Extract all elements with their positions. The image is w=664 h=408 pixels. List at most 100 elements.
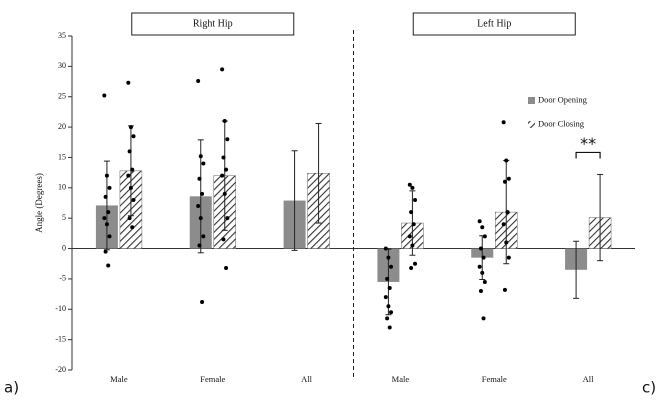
y-axis-label: Angle (Degrees): [34, 173, 44, 233]
data-point: [389, 264, 394, 269]
data-point: [224, 167, 229, 172]
data-point: [103, 194, 108, 199]
x-tick-label: Female: [482, 374, 507, 384]
panel-label: a): [4, 379, 19, 397]
legend-swatch: [528, 97, 535, 104]
data-point: [130, 225, 135, 230]
data-point: [127, 149, 132, 154]
y-tick-label: -5: [59, 274, 66, 283]
data-point: [221, 155, 226, 160]
data-point: [506, 176, 511, 181]
data-point: [197, 176, 202, 181]
data-point: [126, 80, 131, 85]
data-point: [128, 185, 133, 190]
data-point: [104, 222, 109, 227]
data-point: [224, 265, 229, 270]
data-point: [222, 191, 227, 196]
significance-bracket: [575, 151, 601, 159]
data-point: [477, 264, 482, 269]
y-tick-label: -20: [55, 365, 66, 374]
data-point: [385, 276, 390, 281]
data-point: [478, 246, 483, 251]
y-tick-label: 35: [58, 31, 66, 40]
data-point: [225, 137, 230, 142]
data-point: [407, 234, 412, 239]
legend-label: Door Opening: [538, 94, 588, 104]
data-point: [389, 310, 394, 315]
data-point: [501, 120, 506, 125]
data-point: [383, 295, 388, 300]
data-point: [131, 197, 136, 202]
data-point: [411, 222, 416, 227]
data-point: [127, 216, 132, 221]
data-point: [504, 240, 509, 245]
data-point: [504, 158, 509, 163]
x-tick-label: Female: [200, 374, 225, 384]
data-point: [201, 234, 206, 239]
data-point: [477, 219, 482, 224]
data-point: [102, 216, 107, 221]
y-tick-label: 5: [62, 213, 66, 222]
x-tick-label: All: [583, 374, 595, 384]
data-point: [502, 179, 507, 184]
x-tick-label: Male: [110, 374, 128, 384]
data-point: [131, 134, 136, 139]
x-tick-label: Male: [392, 374, 410, 384]
data-point: [221, 237, 226, 242]
data-point: [222, 119, 227, 124]
data-point: [505, 210, 510, 215]
data-point: [413, 197, 418, 202]
data-point: [130, 167, 135, 172]
data-point: [387, 286, 392, 291]
panel-title: Left Hip: [477, 18, 511, 29]
data-point: [481, 316, 486, 321]
panel-title-box: [412, 12, 576, 36]
data-point: [128, 125, 133, 130]
data-point: [386, 304, 391, 309]
data-point: [225, 216, 230, 221]
data-point: [107, 234, 112, 239]
data-point: [482, 279, 487, 284]
data-point: [409, 210, 414, 215]
panel-label: c): [642, 379, 656, 397]
y-tick-label: -15: [55, 334, 66, 343]
y-tick-label: 15: [58, 152, 66, 161]
data-point: [480, 270, 485, 275]
data-point: [106, 263, 111, 268]
y-tick-label: 20: [58, 122, 66, 131]
data-point: [506, 255, 511, 260]
panel-title: Right Hip: [193, 18, 233, 29]
data-point: [482, 234, 487, 239]
legend-label: Door Closing: [538, 118, 585, 128]
data-point: [198, 216, 203, 221]
data-point: [502, 287, 507, 292]
data-point: [385, 316, 390, 321]
data-point: [200, 191, 205, 196]
data-point: [478, 289, 483, 294]
data-point: [386, 255, 391, 260]
data-point: [501, 222, 506, 227]
x-tick-label: All: [301, 374, 313, 384]
data-point: [383, 246, 388, 251]
data-point: [104, 173, 109, 178]
data-point: [197, 243, 202, 248]
y-tick-label: -10: [55, 304, 66, 313]
data-point: [480, 225, 485, 230]
data-point: [220, 67, 225, 72]
data-point: [200, 299, 205, 304]
data-point: [481, 255, 486, 260]
data-point: [410, 185, 415, 190]
data-point: [106, 210, 111, 215]
y-tick-label: 25: [58, 92, 66, 101]
data-point: [198, 154, 203, 159]
data-point: [220, 173, 225, 178]
legend-swatch: [528, 121, 535, 128]
data-point: [410, 243, 415, 248]
y-tick-label: 10: [58, 183, 66, 192]
significance-label: **: [580, 134, 596, 153]
data-point: [387, 325, 392, 330]
data-point: [196, 204, 201, 209]
data-point: [201, 161, 206, 166]
data-point: [407, 182, 412, 187]
